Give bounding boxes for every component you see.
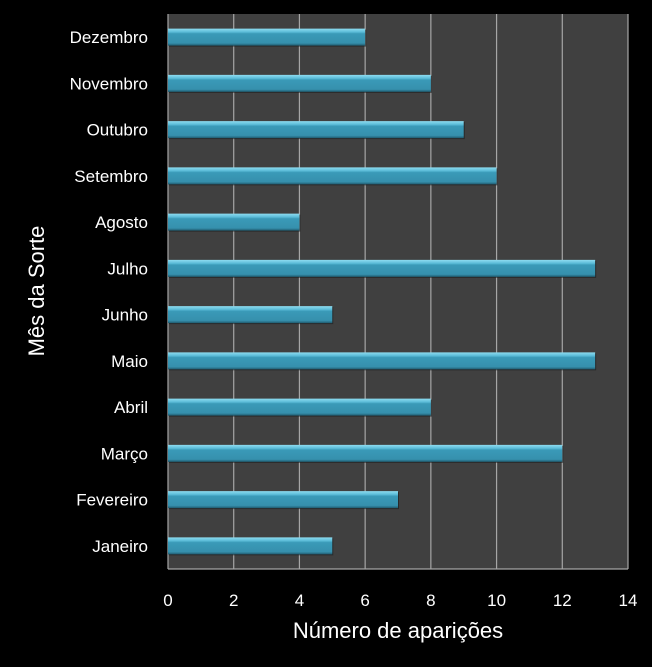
bar-novembro	[168, 74, 431, 92]
y-tick-label: Junho	[102, 306, 148, 325]
x-tick-label: 4	[295, 591, 304, 610]
y-tick-label: Outubro	[87, 121, 148, 140]
x-tick-label: 0	[163, 591, 172, 610]
bar-julho	[168, 259, 596, 277]
x-tick-label: 6	[360, 591, 369, 610]
y-tick-label: Março	[101, 444, 148, 463]
y-tick-label: Abril	[114, 398, 148, 417]
bar-fevereiro	[168, 491, 398, 509]
bar-setembro	[168, 167, 497, 185]
y-tick-label: Julho	[107, 259, 148, 278]
x-tick-label: 10	[487, 591, 506, 610]
y-tick-label: Fevereiro	[76, 491, 148, 510]
x-axis-title: Número de aparições	[293, 618, 503, 643]
bar-agosto	[168, 213, 300, 231]
plot-area	[168, 14, 628, 569]
bar-maio	[168, 352, 596, 370]
bar-dezembro	[168, 28, 366, 46]
y-tick-label: Setembro	[74, 167, 148, 186]
y-tick-label: Janeiro	[92, 537, 148, 556]
y-tick-label: Dezembro	[70, 28, 148, 47]
bar-março	[168, 444, 563, 462]
bar-abril	[168, 398, 431, 416]
bar-janeiro	[168, 537, 333, 555]
y-tick-label: Novembro	[70, 74, 148, 93]
y-tick-label: Maio	[111, 352, 148, 371]
x-tick-label: 12	[553, 591, 572, 610]
x-tick-label: 8	[426, 591, 435, 610]
x-tick-label: 14	[619, 591, 638, 610]
y-axis-title: Mês da Sorte	[24, 226, 49, 357]
bar-outubro	[168, 121, 464, 139]
y-tick-label: Agosto	[95, 213, 148, 232]
bar-junho	[168, 306, 333, 324]
x-tick-label: 2	[229, 591, 238, 610]
